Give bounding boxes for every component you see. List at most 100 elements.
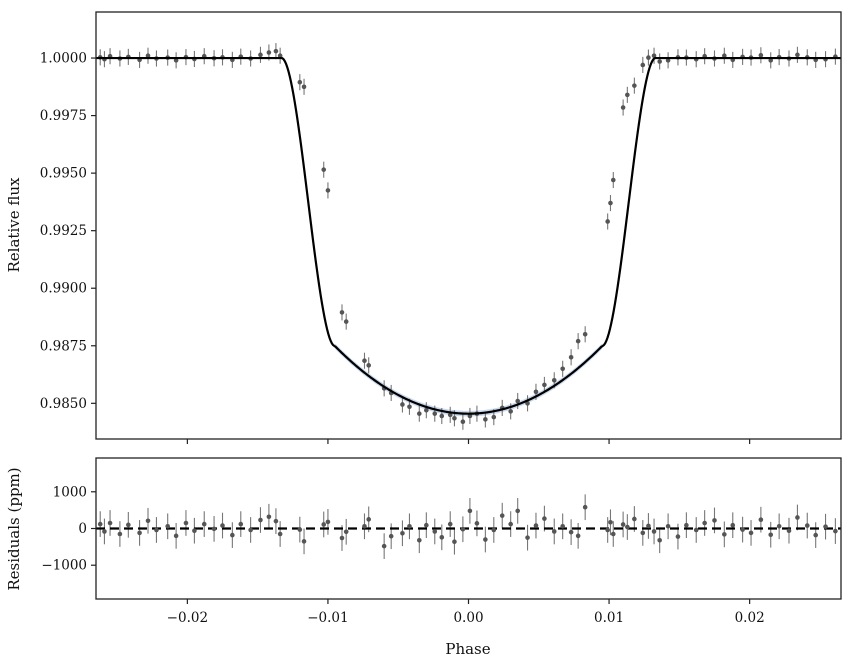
flux-y-tick-label: 0.9925 [40,223,87,239]
residual-data-point [823,524,828,529]
residual-data-point [657,537,662,543]
flux-data-point [301,84,307,90]
residual-data-point [343,529,349,535]
residual-data-point [447,521,453,527]
residual-data-point [238,521,244,527]
flux-data-point [795,52,800,58]
flux-data-point [551,378,557,383]
residual-data-point [651,529,657,534]
flux-data-point [343,319,349,324]
residual-data-point [515,508,520,514]
residual-data-point [795,515,800,520]
flux-y-tick-label: 0.9950 [40,166,87,182]
flux-data-point [258,52,263,58]
transit-model-curve [96,56,841,415]
residual-data-point [758,517,764,522]
residual-data-point [117,531,123,537]
flux-data-point [325,188,331,193]
flux-data-point [273,48,279,54]
residual-data-point [173,533,179,539]
residual-data-point [499,513,505,518]
transit-panel-frame [95,11,842,440]
residual-data-point [297,527,303,532]
residual-data-point [786,528,792,534]
residual-data-point [675,534,681,539]
residual-data-point [833,528,838,534]
flux-data-point [145,53,151,59]
residual-data-point [625,524,630,530]
residual-data-point [137,530,142,536]
residual-data-point [452,539,457,545]
flux-data-point [665,58,671,63]
residual-data-point [646,523,651,529]
flux-data-point [417,411,422,416]
residual-data-point [321,522,327,527]
flux-data-point [657,59,662,64]
residual-data-point [551,529,557,534]
phase-x-tick-label: 0.01 [594,610,624,626]
residual-data-point [533,523,539,528]
residual-data-point [460,526,466,532]
residual-data-point [248,527,253,533]
residual-data-point [684,522,689,528]
residual-data-point [568,529,574,535]
flux-data-point [432,411,438,416]
residual-data-point [126,522,131,528]
residual-y-ticks: 1000 0 −1000 [41,484,96,574]
flux-data-point [452,415,457,421]
residual-data-point [424,522,429,528]
flux-data-point [632,83,637,88]
residual-data-point [102,529,107,534]
residual-data-point [258,517,263,523]
flux-data-point [400,402,405,407]
residual-data-point [620,522,626,527]
flux-data-point [515,398,520,404]
flux-data-point [366,363,371,368]
flux-data-point [533,389,539,395]
flux-data-point [277,53,283,59]
flux-data-point [321,167,327,172]
flux-data-point [467,413,473,419]
flux-y-tick-label: 0.9975 [40,108,87,124]
flux-data-point [173,58,179,63]
residual-data-point [712,518,717,523]
flux-y-tick-label: 0.9875 [40,338,87,354]
residual-data-point [610,531,616,537]
flux-x-ticks [186,439,751,444]
flux-data-point [575,338,581,344]
residual-data-point [491,527,497,533]
transit-panel: 0.9850 0.9875 0.9900 0.9925 0.9950 0.9975 1.00… [5,11,842,444]
residual-data-point [474,521,480,526]
flux-data-point [640,62,646,68]
flux-data-point [620,105,626,110]
flux-data-point [362,358,367,364]
flux-data-point [646,55,651,60]
residual-data-point [702,520,707,526]
residual-data-point [432,529,438,534]
residual-data-point [542,516,547,521]
residual-data-point [325,519,331,525]
flux-data-point [266,50,272,55]
flux-data-point [768,58,774,63]
flux-data-point [483,417,488,422]
residual-data-point [730,522,736,528]
residual-data-points [97,504,838,549]
residual-data-point [107,520,113,526]
residual-data-point [776,523,782,529]
flux-data-point [542,382,547,388]
residuals-panel: 1000 0 −1000 −0.02 −0.01 0.00 0.01 0.02 Residu… [5,457,842,658]
residual-data-point [407,523,412,529]
flux-data-point [508,409,513,414]
flux-data-point [651,53,657,59]
residual-data-point [154,527,159,533]
flux-data-point [582,331,588,337]
residual-data-point [400,530,405,536]
residual-data-point [605,527,610,533]
residual-data-point [632,516,637,522]
residual-data-point [813,532,818,538]
flux-y-axis-label: Relative flux [5,177,23,273]
residual-data-point [525,535,530,540]
residual-data-point [608,519,613,525]
residual-data-point [165,523,170,529]
flux-data-point [297,79,303,85]
